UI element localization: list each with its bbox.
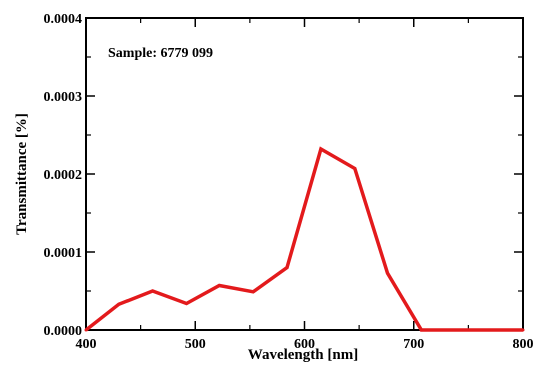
y-tick-label: 0.0000 xyxy=(44,324,83,339)
x-tick-label: 700 xyxy=(403,337,424,352)
data-point xyxy=(453,328,457,332)
data-point xyxy=(217,284,221,288)
x-tick-label: 500 xyxy=(185,337,206,352)
data-point xyxy=(251,290,255,294)
data-point xyxy=(487,328,491,332)
data-point xyxy=(117,302,121,306)
x-tick-label: 800 xyxy=(513,337,534,352)
series-line-0 xyxy=(84,146,523,332)
data-point xyxy=(353,167,357,171)
sample-annotation: Sample: 6779 099 xyxy=(108,46,213,61)
y-tick-label: 0.0004 xyxy=(44,12,83,27)
y-tick-label: 0.0003 xyxy=(44,90,83,105)
data-point xyxy=(419,328,423,332)
axes-layer xyxy=(85,17,524,331)
ticks-layer: 400 500 600 700 800 0.0000 0.0001 0.0002 0.0003 0… xyxy=(44,12,534,352)
x-tick-label: 600 xyxy=(294,337,315,352)
series-layer xyxy=(84,146,525,332)
data-point xyxy=(84,328,88,332)
data-point xyxy=(521,328,525,332)
y-tick-label: 0.0002 xyxy=(44,168,83,183)
data-point xyxy=(319,147,323,151)
data-point xyxy=(285,266,289,270)
plot-frame xyxy=(85,17,524,331)
x-axis-label: Wavelength [nm] xyxy=(248,347,358,363)
data-point xyxy=(151,289,155,293)
y-tick-label: 0.0001 xyxy=(44,246,83,261)
data-point xyxy=(386,271,390,275)
y-axis-label: Transmittance [%] xyxy=(14,113,30,235)
x-tick-label: 400 xyxy=(76,337,97,352)
data-point xyxy=(185,301,189,305)
